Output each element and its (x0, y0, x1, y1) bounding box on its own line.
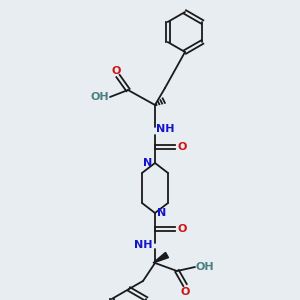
Text: O: O (111, 66, 121, 76)
Text: O: O (177, 224, 187, 234)
Text: O: O (177, 142, 187, 152)
Text: NH: NH (134, 240, 152, 250)
Polygon shape (153, 252, 169, 263)
Text: NH: NH (156, 124, 174, 134)
Text: OH: OH (196, 262, 214, 272)
Text: OH: OH (91, 92, 109, 102)
Text: N: N (143, 158, 153, 168)
Text: N: N (158, 208, 166, 218)
Text: O: O (180, 287, 190, 297)
